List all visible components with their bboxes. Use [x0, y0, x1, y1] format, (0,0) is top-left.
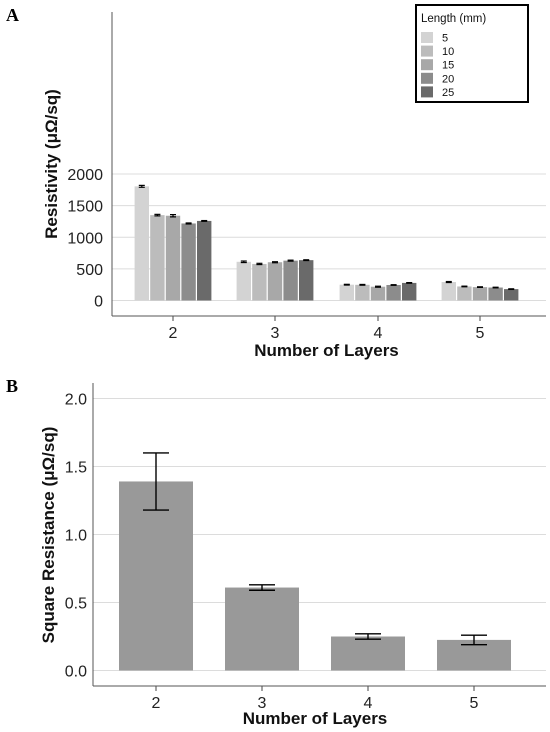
x-axis-label-a: Number of Layers — [254, 341, 399, 360]
bar-a-4-25 — [402, 282, 417, 301]
bar-a-2-5 — [134, 186, 149, 301]
y-tick-label-b-0: 0.0 — [65, 664, 87, 681]
x-tick-label-b-0: 2 — [152, 695, 161, 712]
bar-a-3-10 — [252, 263, 267, 301]
y-tick-label-b-1: 0.5 — [65, 596, 87, 613]
bar-a-5-5 — [441, 282, 456, 301]
x-tick-label-a-0: 2 — [169, 325, 178, 342]
legend-label-a-20: 20 — [442, 73, 454, 85]
y-axis-label-a: Resistivity (μΩ/sq) — [42, 89, 61, 239]
bar-a-5-10 — [457, 286, 472, 301]
x-tick-label-b-3: 5 — [470, 695, 479, 712]
x-tick-label-b-1: 3 — [258, 695, 267, 712]
bar-b-4 — [331, 636, 405, 671]
bar-a-3-15 — [267, 262, 283, 301]
bar-a-3-5 — [236, 261, 251, 301]
bar-b-2 — [119, 481, 193, 671]
y-tick-label-a-3: 1500 — [67, 199, 103, 216]
x-tick-label-a-3: 5 — [476, 325, 485, 342]
bar-a-5-25 — [504, 289, 519, 301]
bar-a-2-25 — [197, 220, 212, 301]
bar-a-4-5 — [339, 284, 354, 301]
legend-swatch-a-10 — [421, 45, 433, 57]
legend-box-a — [415, 4, 529, 103]
panel-b-letter: B — [6, 376, 19, 396]
y-tick-label-a-4: 2000 — [67, 167, 103, 184]
bar-a-4-20 — [386, 285, 401, 301]
bar-a-3-20 — [283, 260, 298, 301]
legend-label-a-10: 10 — [442, 46, 454, 58]
legend-swatch-a-20 — [421, 72, 433, 84]
bar-a-2-20 — [181, 223, 196, 301]
legend-label-a-25: 25 — [442, 87, 454, 99]
bar-a-4-15 — [370, 286, 386, 301]
y-tick-label-a-0: 0 — [94, 294, 103, 311]
legend-swatch-a-5 — [421, 32, 433, 43]
x-tick-label-b-2: 4 — [364, 695, 373, 712]
y-tick-label-b-4: 2.0 — [65, 392, 87, 409]
bar-a-4-10 — [355, 284, 370, 301]
y-tick-label-b-2: 1.0 — [65, 528, 87, 545]
legend-title-a: Length (mm) — [421, 13, 486, 25]
bar-a-2-15 — [165, 215, 181, 301]
bar-b-3 — [225, 587, 299, 671]
bar-a-3-25 — [299, 260, 314, 301]
x-tick-label-a-2: 4 — [374, 325, 383, 342]
y-tick-label-a-1: 500 — [76, 262, 103, 279]
x-tick-label-a-1: 3 — [271, 325, 280, 342]
y-axis-label-b: Square Resistance (μΩ/sq) — [39, 427, 58, 644]
x-axis-label-b: Number of Layers — [243, 709, 388, 728]
panel-a-letter: A — [6, 5, 19, 25]
legend-label-a-15: 15 — [442, 60, 454, 72]
y-tick-label-b-3: 1.5 — [65, 460, 87, 477]
bar-a-5-15 — [472, 287, 488, 301]
legend-swatch-a-25 — [421, 86, 433, 98]
legend-swatch-a-15 — [421, 59, 433, 71]
y-tick-label-a-2: 1000 — [67, 230, 103, 247]
bar-a-5-20 — [488, 287, 503, 301]
bar-a-2-10 — [150, 215, 165, 301]
legend-label-a-5: 5 — [442, 33, 448, 45]
